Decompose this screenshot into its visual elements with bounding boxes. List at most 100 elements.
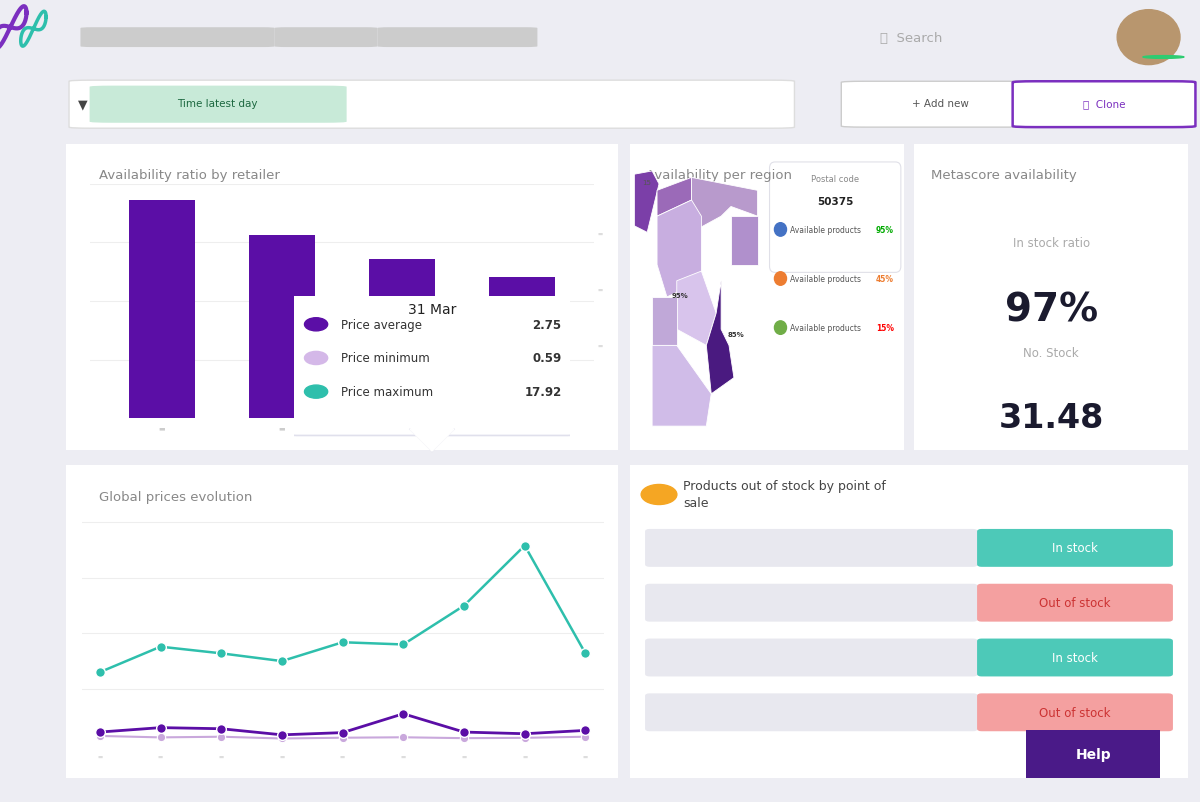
FancyBboxPatch shape: [977, 584, 1172, 622]
Polygon shape: [677, 272, 716, 346]
Text: Out of stock: Out of stock: [1039, 597, 1110, 610]
Text: Products out of stock by point of
sale: Products out of stock by point of sale: [683, 480, 886, 510]
Bar: [370, 259, 436, 419]
Circle shape: [305, 352, 328, 365]
Text: Price maximum: Price maximum: [341, 386, 433, 399]
FancyBboxPatch shape: [622, 460, 1196, 783]
FancyBboxPatch shape: [58, 140, 626, 456]
Text: ▬: ▬: [398, 425, 406, 431]
Text: Price minimum: Price minimum: [341, 352, 430, 365]
Circle shape: [1142, 56, 1184, 59]
Text: ⌕  Search: ⌕ Search: [880, 31, 942, 45]
Polygon shape: [658, 200, 701, 298]
Text: Price average: Price average: [341, 318, 422, 331]
Polygon shape: [707, 282, 734, 395]
Text: ▬: ▬: [218, 754, 224, 759]
Text: ▬: ▬: [583, 754, 588, 759]
Text: 15%: 15%: [876, 324, 894, 333]
Bar: [250, 236, 314, 419]
Text: Time latest day: Time latest day: [178, 99, 258, 109]
Text: Postal code: Postal code: [811, 175, 859, 184]
Polygon shape: [691, 178, 757, 233]
Text: Metascore availability: Metascore availability: [931, 169, 1076, 182]
Text: Availability per region: Availability per region: [647, 169, 792, 182]
Text: ▬: ▬: [401, 754, 406, 759]
Circle shape: [641, 485, 677, 505]
FancyBboxPatch shape: [646, 638, 978, 677]
Text: 95%: 95%: [876, 225, 894, 235]
FancyBboxPatch shape: [646, 694, 978, 731]
Text: 97%: 97%: [1004, 291, 1098, 330]
Text: ▬: ▬: [518, 425, 526, 431]
Text: 95%: 95%: [672, 293, 689, 298]
Text: 17.92: 17.92: [524, 386, 562, 399]
Text: ▬: ▬: [461, 754, 467, 759]
Text: + Add new: + Add new: [912, 99, 970, 109]
Text: ▬: ▬: [598, 343, 602, 348]
Text: Global prices evolution: Global prices evolution: [100, 490, 252, 503]
FancyBboxPatch shape: [70, 81, 794, 129]
Text: 📋  Clone: 📋 Clone: [1082, 99, 1126, 109]
Text: 15: 15: [642, 180, 652, 185]
Text: ▬: ▬: [340, 754, 346, 759]
Ellipse shape: [1117, 10, 1180, 66]
FancyBboxPatch shape: [977, 694, 1172, 731]
Text: In stock: In stock: [1051, 651, 1098, 664]
Text: Available products: Available products: [790, 324, 862, 333]
Text: !: !: [656, 490, 661, 500]
FancyBboxPatch shape: [646, 529, 978, 567]
Text: ▬: ▬: [97, 754, 102, 759]
Polygon shape: [652, 298, 677, 346]
Circle shape: [774, 273, 786, 286]
Text: /: /: [359, 33, 362, 43]
Text: ▬: ▬: [280, 754, 284, 759]
Bar: [130, 200, 194, 419]
FancyBboxPatch shape: [977, 638, 1172, 677]
FancyBboxPatch shape: [911, 140, 1192, 456]
Text: Availability ratio by retailer: Availability ratio by retailer: [100, 169, 280, 182]
Text: Help: Help: [1075, 747, 1111, 761]
FancyBboxPatch shape: [275, 28, 378, 48]
FancyBboxPatch shape: [841, 82, 1042, 128]
Circle shape: [774, 322, 786, 335]
FancyBboxPatch shape: [1015, 726, 1171, 782]
Text: ▼: ▼: [78, 99, 88, 111]
Text: 0.59: 0.59: [533, 352, 562, 365]
Polygon shape: [635, 172, 659, 233]
FancyBboxPatch shape: [80, 28, 275, 48]
Bar: [490, 278, 554, 419]
Text: ▬: ▬: [598, 287, 602, 293]
Polygon shape: [658, 178, 691, 217]
Text: Out of stock: Out of stock: [1039, 706, 1110, 719]
Polygon shape: [410, 430, 454, 452]
Text: /: /: [256, 33, 259, 43]
Circle shape: [305, 386, 328, 399]
Text: 45%: 45%: [876, 274, 894, 284]
Text: 31 Mar: 31 Mar: [408, 303, 456, 317]
Text: Available products: Available products: [790, 274, 862, 284]
Text: ▬: ▬: [158, 425, 166, 431]
Text: 2.75: 2.75: [533, 318, 562, 331]
Text: 50375: 50375: [817, 196, 853, 206]
FancyBboxPatch shape: [58, 460, 626, 783]
Text: Available products: Available products: [790, 225, 862, 235]
FancyBboxPatch shape: [378, 28, 538, 48]
FancyBboxPatch shape: [646, 584, 978, 622]
Text: 85%: 85%: [728, 331, 745, 338]
Text: 31.48: 31.48: [998, 402, 1104, 435]
Text: ▬: ▬: [598, 232, 602, 237]
Circle shape: [305, 318, 328, 331]
Text: ▬: ▬: [522, 754, 527, 759]
FancyBboxPatch shape: [1013, 82, 1195, 128]
Polygon shape: [731, 217, 757, 265]
Text: ▬: ▬: [278, 425, 286, 431]
FancyBboxPatch shape: [90, 87, 347, 124]
FancyBboxPatch shape: [769, 163, 901, 273]
Text: No. Stock: No. Stock: [1024, 346, 1079, 359]
FancyBboxPatch shape: [977, 529, 1172, 567]
Text: ▬: ▬: [158, 754, 163, 759]
Polygon shape: [652, 346, 712, 427]
Circle shape: [774, 224, 786, 237]
FancyBboxPatch shape: [286, 292, 578, 436]
FancyBboxPatch shape: [626, 140, 907, 456]
